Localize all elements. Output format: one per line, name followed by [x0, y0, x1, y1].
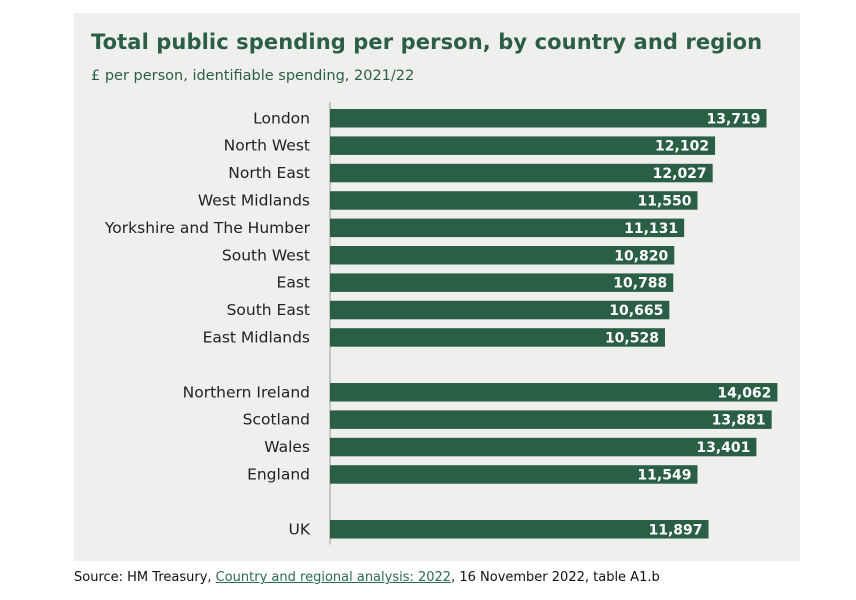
bar-north-east: [330, 163, 713, 183]
category-label-east-midlands: East Midlands: [203, 328, 310, 346]
category-label-yorkshire-and-the-humber: Yorkshire and The Humber: [104, 219, 311, 237]
category-label-london: London: [253, 109, 310, 127]
value-label-wales: 13,401: [696, 440, 750, 456]
value-label-scotland: 13,881: [712, 413, 766, 429]
value-label-north-west: 12,102: [655, 139, 709, 155]
value-label-east-midlands: 10,528: [605, 330, 659, 346]
chart-subtitle: £ per person, identifiable spending, 202…: [91, 68, 415, 84]
bar-north-west: [330, 136, 716, 155]
category-label-south-west: South West: [222, 246, 310, 264]
value-label-northern-ireland: 14,062: [717, 385, 771, 401]
chart-title: Total public spending per person, by cou…: [91, 30, 763, 54]
bar-south-east: [330, 300, 670, 320]
value-label-uk: 11,897: [649, 522, 703, 538]
value-label-yorkshire-and-the-humber: 11,131: [624, 221, 678, 237]
category-label-north-west: North West: [224, 137, 310, 155]
value-label-north-east: 12,027: [653, 166, 707, 182]
category-label-south-east: South East: [227, 301, 310, 319]
value-label-west-midlands: 11,550: [637, 193, 691, 209]
bar-yorkshire-and-the-humber: [330, 218, 685, 238]
bar-wales: [330, 437, 757, 457]
category-label-west-midlands: West Midlands: [198, 191, 310, 209]
value-label-south-east: 10,665: [609, 303, 663, 319]
bar-northern-ireland: [330, 383, 778, 402]
category-label-england: England: [247, 465, 310, 483]
category-label-east: East: [277, 274, 310, 292]
category-label-northern-ireland: Northern Ireland: [183, 383, 310, 401]
source-link[interactable]: Country and regional analysis: 2022: [215, 570, 452, 585]
category-label-scotland: Scotland: [243, 411, 310, 429]
value-label-south-west: 10,820: [614, 248, 668, 264]
bar-uk: [330, 520, 709, 539]
source-suffix: , 16 November 2022, table A1.b: [451, 570, 660, 585]
bar-west-midlands: [330, 191, 698, 210]
source-note: Source: HM Treasury, Country and regiona…: [74, 570, 660, 585]
bar-east-midlands: [330, 328, 665, 347]
bar-london: [330, 109, 767, 128]
category-label-north-east: North East: [228, 164, 310, 182]
bar-south-west: [330, 246, 675, 265]
category-label-wales: Wales: [264, 438, 310, 456]
bar-east: [330, 273, 674, 292]
source-prefix: Source: HM Treasury,: [74, 570, 216, 585]
category-label-uk: UK: [288, 520, 310, 538]
value-label-east: 10,788: [613, 276, 667, 292]
bar-scotland: [330, 410, 772, 429]
value-label-england: 11,549: [637, 467, 691, 483]
value-label-london: 13,719: [706, 111, 760, 127]
bar-england: [330, 465, 698, 484]
